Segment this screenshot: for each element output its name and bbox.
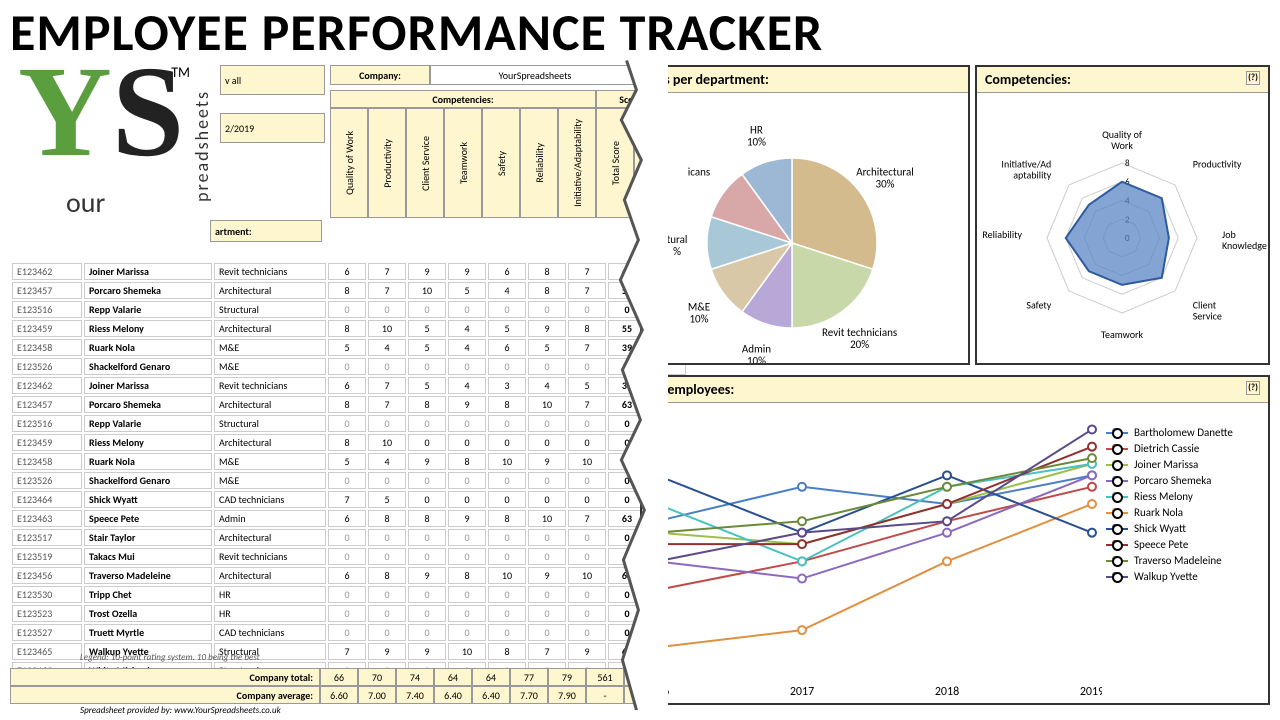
- legend-item: Speece Pete: [1106, 538, 1233, 551]
- legend-text: Legend: 10-point rating system. 10 being…: [80, 652, 260, 663]
- table-row[interactable]: E123516Repp ValarieStructural00000000: [12, 301, 686, 318]
- employee-table: E123462Joiner MarissaRevit technicians67…: [10, 261, 688, 700]
- table-row[interactable]: E123457Porcaro ShemekaArchitectural87898…: [12, 396, 686, 413]
- legend-item: Bartholomew Danette: [1106, 426, 1233, 439]
- svg-text:10%: 10%: [689, 313, 708, 326]
- line-chart: 2016 2017 2018 2019: [642, 403, 1102, 701]
- svg-text:8: 8: [1125, 158, 1130, 169]
- table-row[interactable]: E123527Truett MyrtleCAD technicians00000…: [12, 624, 686, 641]
- pie-panel: ees per department: Architectural30%Revi…: [640, 65, 970, 365]
- table-row[interactable]: E123523Trost OzellaHR00000000: [12, 605, 686, 622]
- svg-text:10%: 10%: [747, 354, 766, 363]
- legend-item: Riess Melony: [1106, 490, 1233, 503]
- svg-text:2016: 2016: [645, 685, 669, 699]
- logo: YS TM our preadsheets: [18, 60, 218, 240]
- table-row[interactable]: E123516Repp ValarieStructural000000000.0…: [12, 415, 686, 432]
- table-row[interactable]: E123464Shick WyattCAD technicians7500000…: [12, 491, 686, 508]
- help-icon[interactable]: (?): [1246, 381, 1260, 395]
- legend-item: Shick Wyatt: [1106, 522, 1233, 535]
- svg-text:Initiative/Adaptability: Initiative/Adaptability: [1001, 157, 1051, 181]
- legend-item: Traverso Madeleine: [1106, 554, 1233, 567]
- pie-chart: Architectural30%Revit technicians20%Admi…: [642, 93, 968, 363]
- column-headers: Quality of WorkProductivityClient Servic…: [330, 108, 672, 218]
- radar-panel: Competencies:(?) 02468Quality ofWorkProd…: [975, 65, 1270, 365]
- competencies-group: Competencies:: [330, 90, 596, 108]
- svg-text:Safety: Safety: [1026, 299, 1051, 312]
- legend-item: Dietrich Cassie: [1106, 442, 1233, 455]
- provided-by: Spreadsheet provided by: www.YourSpreads…: [80, 705, 281, 716]
- legend-item: Joiner Marissa: [1106, 458, 1233, 471]
- svg-text:ClientService: ClientService: [1193, 299, 1222, 323]
- legend-item: Porcaro Shemeka: [1106, 474, 1233, 487]
- svg-text:2017: 2017: [790, 685, 814, 699]
- radar-title: Competencies:: [985, 71, 1071, 88]
- help-icon[interactable]: (?): [1246, 71, 1260, 85]
- svg-text:JobKnowledge: JobKnowledge: [1222, 228, 1267, 252]
- totals-footer: Company total:66707464647779561Company a…: [10, 668, 662, 704]
- table-row[interactable]: E123459Riess MelonyArchitectural81000000…: [12, 434, 686, 451]
- svg-text:Teamwork: Teamwork: [1101, 328, 1143, 341]
- table-row[interactable]: E123519Takacs MuiRevit technicians000000…: [12, 548, 686, 565]
- table-row[interactable]: E123517Stair TaylorArchitectural00000000: [12, 529, 686, 546]
- filter-date[interactable]: 2/2019: [220, 113, 325, 143]
- svg-text:10%: 10%: [747, 136, 766, 149]
- pie-title: ees per department:: [650, 71, 769, 88]
- svg-text:2019: 2019: [1080, 685, 1102, 699]
- table-row[interactable]: E123458Ruark NolaM&E549810910688.50: [12, 453, 686, 470]
- table-row[interactable]: E123530Tripp ChetHR00000000: [12, 586, 686, 603]
- svg-text:icans: icans: [688, 165, 710, 178]
- svg-text:%: %: [673, 245, 681, 258]
- line-legend: Bartholomew Danette Dietrich Cassie Joiner…: [1102, 403, 1237, 701]
- table-row[interactable]: E123462Joiner MarissaRevit technicians67…: [12, 377, 686, 394]
- table-row[interactable]: E123462Joiner MarissaRevit technicians67…: [12, 263, 686, 280]
- svg-text:20%: 20%: [850, 338, 869, 351]
- radar-chart: 02468Quality ofWorkProductivityJobKnowle…: [977, 93, 1268, 363]
- svg-text:2018: 2018: [935, 685, 959, 699]
- table-row[interactable]: E123526Shackelford GenaroM&E00000000: [12, 358, 686, 375]
- table-row[interactable]: E123456Traverso MadeleineArchitectural68…: [12, 567, 686, 584]
- filter-view[interactable]: v all: [220, 65, 325, 95]
- table-row[interactable]: E123463Speece PeteAdmin68898107637: [12, 510, 686, 527]
- legend-item: Ruark Nola: [1106, 506, 1233, 519]
- legend-item: Walkup Yvette: [1106, 570, 1233, 583]
- table-row[interactable]: E123459Riess MelonyArchitectural81054598…: [12, 320, 686, 337]
- company-value[interactable]: YourSpreadsheets: [430, 65, 640, 85]
- line-panel: 10 employees: (?) 2016 2017 2018 2019 Bartho…: [640, 375, 1270, 705]
- page-title: EMPLOYEE PERFORMANCE TRACKER: [0, 0, 1280, 64]
- table-row[interactable]: E123526Shackelford GenaroM&E000000000.00: [12, 472, 686, 489]
- company-label: Company:: [330, 65, 430, 85]
- svg-text:Productivity: Productivity: [1193, 157, 1242, 170]
- table-row[interactable]: E123457Porcaro ShemekaArchitectural87105…: [12, 282, 686, 299]
- table-row[interactable]: E123458Ruark NolaM&E545465739: [12, 339, 686, 356]
- line-title: 10 employees:: [650, 381, 734, 398]
- svg-text:30%: 30%: [876, 177, 895, 190]
- svg-text:Reliability: Reliability: [982, 228, 1022, 241]
- svg-text:Quality ofWork: Quality ofWork: [1102, 128, 1142, 152]
- department-header: artment:: [210, 220, 322, 242]
